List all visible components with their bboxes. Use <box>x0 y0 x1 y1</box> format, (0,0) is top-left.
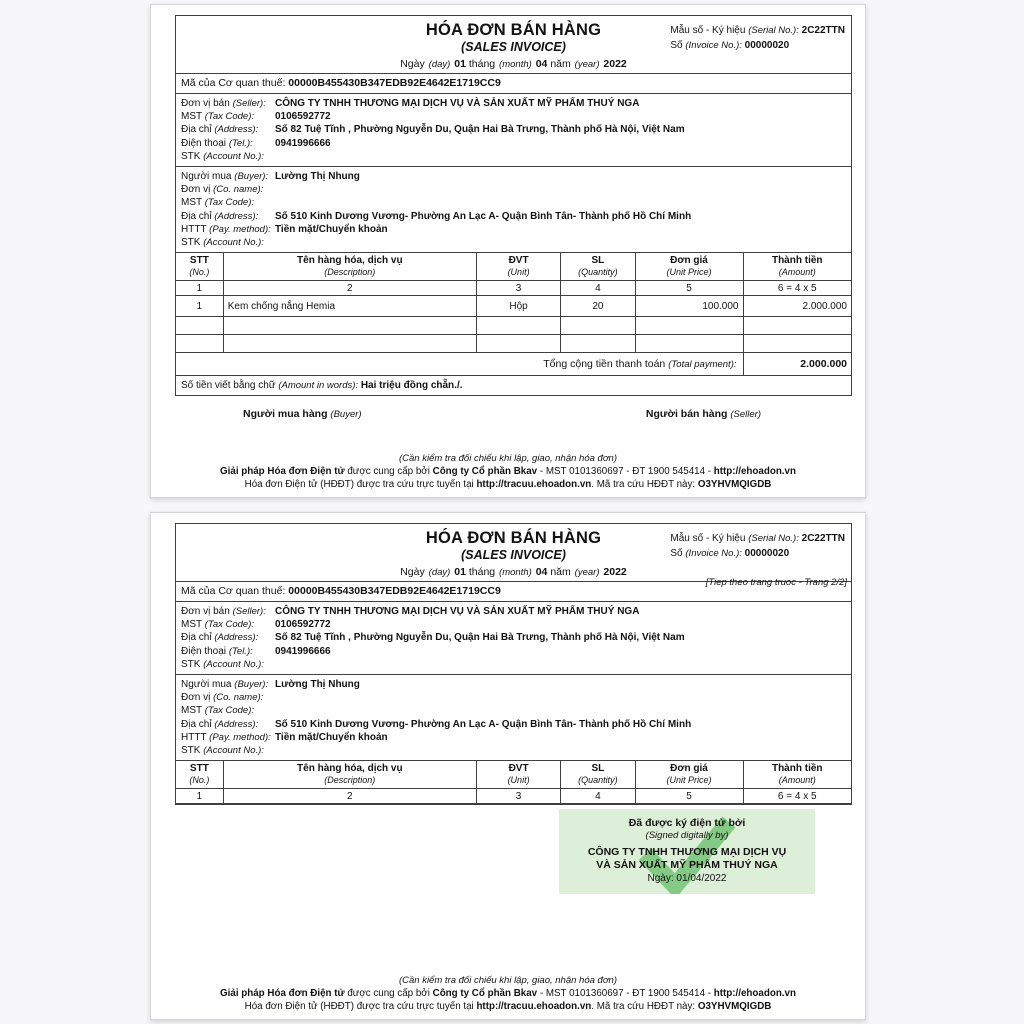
check-icon <box>638 816 736 895</box>
invoice-date-line: Ngày (day) 01 tháng (month) 04 năm (year… <box>400 58 627 70</box>
buyer-company-row: Đơn vị (Co. name): <box>181 184 264 196</box>
table-header-row: STT (No.) Tên hàng hóa, dịch vụ (Descripti… <box>176 252 851 282</box>
continuation-note: [Tiep theo trang truoc - Trang 2/2] <box>705 577 847 588</box>
table-header-cell: Đơn giá (Unit Price) <box>634 760 744 790</box>
seller-account-row: STK (Account No.): <box>181 658 264 670</box>
column-number-row: 1 2 3 4 5 6 = 4 x 5 <box>176 280 851 297</box>
seller-taxcode-row: MST (Tax Code): 0106592772 <box>181 111 331 123</box>
table-header-row: STT (No.) Tên hàng hóa, dịch vụ (Descripti… <box>176 760 851 790</box>
invoice-title: HÓA ĐƠN BÁN HÀNG <box>425 21 602 39</box>
items-table: STT (No.) Tên hàng hóa, dịch vụ (Descripti… <box>176 760 851 805</box>
invoice-header-info: Mẫu số - Ký hiệu (Serial No.): 2C22TTN S… <box>670 531 845 561</box>
tax-authority-code: Mã của Cơ quan thuế: 00000B455430B347EDB… <box>176 73 851 93</box>
invoice-title-block: HÓA ĐƠN BÁN HÀNG (SALES INVOICE) Ngày (d… <box>176 21 851 70</box>
footer-check-note: (Cần kiểm tra đối chiếu khi lập, giao, n… <box>398 975 618 986</box>
invoice-number: Số (Invoice No.): 00000020 <box>670 40 790 51</box>
item-unit-price: 100.000 <box>634 295 744 318</box>
footer-lookup-line: Hóa đơn Điện tử (HĐĐT) được tra cứu trực… <box>244 479 772 490</box>
total-row: Tổng cộng tiền thanh toán (Total payment… <box>176 352 851 377</box>
amount-in-words: Số tiền viết bằng chữ (Amount in words):… <box>181 380 463 392</box>
invoice-page-2: HÓA ĐƠN BÁN HÀNG (SALES INVOICE) Ngày (d… <box>150 512 866 1020</box>
seller-phone-row: Điện thoại (Tel.): 0941996666 <box>181 137 331 149</box>
seller-section: Đơn vị bán (Seller): CÔNG TY TNHH THƯƠNG … <box>176 93 851 166</box>
invoice-body: HÓA ĐƠN BÁN HÀNG (SALES INVOICE) Ngày (d… <box>175 523 852 806</box>
table-header-cell: SL (Quantity) <box>560 252 636 282</box>
empty-row <box>176 334 851 354</box>
signature-seller-label: Người bán hàng (Seller) <box>645 408 761 421</box>
seller-phone-row: Điện thoại (Tel.): 0941996666 <box>181 645 331 657</box>
table-header-cell: Thành tiền (Amount) <box>742 252 851 282</box>
table-header-cell: ĐVT (Unit) <box>475 252 562 282</box>
buyer-payment-row: HTTT (Pay. method): Tiền mặt/Chuyển khoản <box>181 223 388 235</box>
total-label: Tổng cộng tiền thanh toán (Total payment… <box>176 352 744 377</box>
seller-taxcode-row: MST (Tax Code): 0106592772 <box>181 619 331 631</box>
invoice-header: HÓA ĐƠN BÁN HÀNG (SALES INVOICE) Ngày (d… <box>176 524 851 588</box>
table-header-cell: Tên hàng hóa, dịch vụ (Description) <box>222 760 477 790</box>
buyer-taxcode-row: MST (Tax Code): <box>181 705 254 717</box>
footer-provider-line: Giải pháp Hóa đơn Điện tử được cung cấp … <box>220 466 796 477</box>
invoice-body: HÓA ĐƠN BÁN HÀNG (SALES INVOICE) Ngày (d… <box>175 15 852 397</box>
item-unit: Hộp <box>475 295 562 318</box>
seller-name-row: Đơn vị bán (Seller): CÔNG TY TNHH THƯƠNG … <box>181 98 640 109</box>
signed-by-label-en: (Signed digitally by) <box>645 830 729 842</box>
item-amount: 2.000.000 <box>742 295 851 318</box>
table-header-cell: Thành tiền (Amount) <box>742 760 851 790</box>
invoice-subtitle: (SALES INVOICE) <box>461 40 566 54</box>
item-quantity: 20 <box>560 295 636 318</box>
seller-address-row: Địa chỉ (Address): Số 82 Tuệ Tĩnh , Phườn… <box>181 124 685 136</box>
invoice-title-block: HÓA ĐƠN BÁN HÀNG (SALES INVOICE) Ngày (d… <box>176 529 851 578</box>
item-description: Kem chống nắng Hemia <box>222 295 477 318</box>
table-header-cell: Đơn giá (Unit Price) <box>634 252 744 282</box>
empty-row <box>176 316 851 336</box>
buyer-company-row: Đơn vị (Co. name): <box>181 692 264 704</box>
digital-signature-box: Đã được ký điện tử bởi (Signed digitally… <box>559 809 815 895</box>
signature-buyer-label: Người mua hàng (Buyer) <box>243 408 362 421</box>
seller-address-row: Địa chỉ (Address): Số 82 Tuệ Tĩnh , Phườn… <box>181 632 685 644</box>
footer-lookup-line: Hóa đơn Điện tử (HĐĐT) được tra cứu trực… <box>244 1001 772 1012</box>
buyer-name-row: Người mua (Buyer): Lường Thị Nhung <box>181 171 360 183</box>
buyer-name-row: Người mua (Buyer): Lường Thị Nhung <box>181 679 360 691</box>
page-footer: (Cần kiểm tra đối chiếu khi lập, giao, n… <box>151 974 865 1013</box>
invoice-number: Số (Invoice No.): 00000020 <box>670 548 790 559</box>
invoice-header: HÓA ĐƠN BÁN HÀNG (SALES INVOICE) Ngày (d… <box>176 16 851 73</box>
footer-check-note: (Cần kiểm tra đối chiếu khi lập, giao, n… <box>398 453 618 464</box>
item-stt: 1 <box>176 295 224 318</box>
buyer-account-row: STK (Account No.): <box>181 745 264 757</box>
table-header-cell: STT (No.) <box>176 252 224 282</box>
buyer-taxcode-row: MST (Tax Code): <box>181 197 254 209</box>
table-header-cell: STT (No.) <box>176 760 224 790</box>
invoice-date-line: Ngày (day) 01 tháng (month) 04 năm (year… <box>400 566 627 578</box>
signed-by-label: Đã được ký điện tử bởi <box>628 817 746 830</box>
buyer-section: Người mua (Buyer): Lường Thị Nhung Đơn vị… <box>176 166 851 252</box>
signed-date: Ngày: 01/04/2022 <box>647 873 727 885</box>
table-header-cell: Tên hàng hóa, dịch vụ (Description) <box>222 252 477 282</box>
buyer-section: Người mua (Buyer): Lường Thị Nhung Đơn vị… <box>176 674 851 760</box>
table-header-cell: ĐVT (Unit) <box>475 760 562 790</box>
invoice-page-1: HÓA ĐƠN BÁN HÀNG (SALES INVOICE) Ngày (d… <box>150 4 866 498</box>
footer-provider-line: Giải pháp Hóa đơn Điện tử được cung cấp … <box>220 988 796 999</box>
invoice-title: HÓA ĐƠN BÁN HÀNG <box>425 529 602 547</box>
buyer-payment-row: HTTT (Pay. method): Tiền mặt/Chuyển khoản <box>181 731 388 743</box>
serial-number: Mẫu số - Ký hiệu (Serial No.): 2C22TTN <box>670 25 845 36</box>
buyer-account-row: STK (Account No.): <box>181 237 264 249</box>
signature-row: Người mua hàng (Buyer) Người bán hàng (S… <box>243 404 761 422</box>
seller-name-row: Đơn vị bán (Seller): CÔNG TY TNHH THƯƠNG … <box>181 606 640 617</box>
page-footer: (Cần kiểm tra đối chiếu khi lập, giao, n… <box>151 452 865 491</box>
buyer-address-row: Địa chỉ (Address): Số 510 Kinh Dương Vươn… <box>181 718 692 730</box>
serial-number: Mẫu số - Ký hiệu (Serial No.): 2C22TTN <box>670 533 845 544</box>
table-header-cell: SL (Quantity) <box>560 760 636 790</box>
invoice-header-info: Mẫu số - Ký hiệu (Serial No.): 2C22TTN S… <box>670 23 845 53</box>
buyer-address-row: Địa chỉ (Address): Số 510 Kinh Dương Vươn… <box>181 210 692 222</box>
column-number-row: 1 2 3 4 5 6 = 4 x 5 <box>176 788 851 805</box>
total-amount: 2.000.000 <box>742 352 851 377</box>
item-row: 1 Kem chống nắng Hemia Hộp 20 100.000 2.… <box>176 295 851 318</box>
signed-company-name: CÔNG TY TNHH THƯƠNG MẠI DỊCH VỤ VÀ SẢN X… <box>587 846 787 872</box>
items-table: STT (No.) Tên hàng hóa, dịch vụ (Descripti… <box>176 252 851 377</box>
invoice-subtitle: (SALES INVOICE) <box>461 548 566 562</box>
seller-section: Đơn vị bán (Seller): CÔNG TY TNHH THƯƠNG … <box>176 601 851 674</box>
seller-account-row: STK (Account No.): <box>181 150 264 162</box>
tax-authority-code: Mã của Cơ quan thuế: 00000B455430B347EDB… <box>176 581 851 601</box>
